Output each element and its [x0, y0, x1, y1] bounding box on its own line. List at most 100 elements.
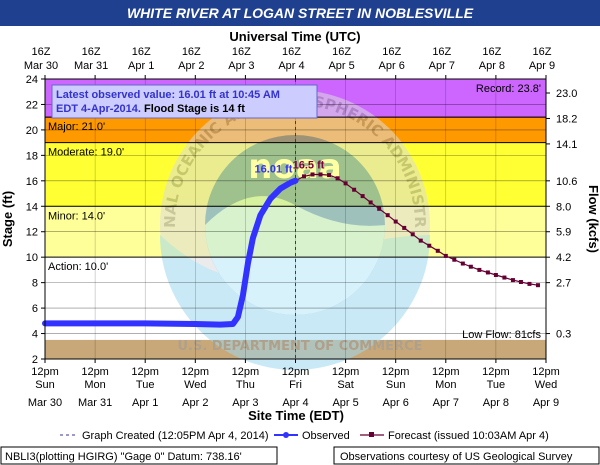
forecast-point [427, 243, 432, 248]
forecast-point [443, 253, 448, 258]
site-tick-time: 12pm [232, 366, 260, 378]
stage-axis-title: Stage (ft) [0, 191, 15, 247]
stage-tick-label: 24 [26, 74, 38, 86]
forecast-point [352, 187, 357, 192]
stage-tick-label: 18 [26, 150, 38, 162]
flow-tick-label: 14.1 [556, 139, 577, 151]
utc-tick-time: 16Z [282, 46, 301, 58]
stage-label: Action: 10.0' [48, 261, 108, 273]
forecast-point [477, 267, 482, 272]
site-tick-time: 12pm [282, 366, 310, 378]
utc-tick-time: 16Z [132, 46, 151, 58]
legend-created: Graph Created (12:05PM Apr 4, 2014) [82, 430, 269, 442]
utc-tick-time: 16Z [82, 46, 101, 58]
stage-tick-label: 14 [26, 201, 38, 213]
utc-tick-time: 16Z [482, 46, 501, 58]
utc-tick-date: Apr 1 [128, 60, 154, 72]
site-tick-date: Apr 4 [282, 397, 308, 409]
site-tick-date: Apr 2 [182, 397, 208, 409]
site-tick-date: Apr 8 [483, 397, 509, 409]
top-axis-title: Universal Time (UTC) [229, 29, 360, 44]
site-tick-time: 12pm [432, 366, 460, 378]
site-tick-time: 12pm [482, 366, 510, 378]
flow-axis-title: Flow (kcfs) [586, 185, 600, 253]
forecast-point [468, 264, 473, 269]
utc-tick-time: 16Z [232, 46, 251, 58]
site-tick-date: Mar 31 [78, 397, 112, 409]
site-time-axis-title: Site Time (EDT) [248, 408, 344, 423]
stage-tick-label: 8 [32, 278, 38, 290]
flow-tick-label: 5.9 [556, 227, 571, 239]
utc-tick-time: 16Z [432, 46, 451, 58]
site-tick-time: 12pm [532, 366, 560, 378]
forecast-point [360, 194, 365, 199]
utc-tick-time: 16Z [32, 46, 51, 58]
forecast-points [293, 172, 540, 288]
utc-tick-date: Apr 4 [278, 60, 304, 72]
footer-courtesy: Observations courtesy of US Geological S… [340, 451, 573, 463]
footer-left-box [0, 446, 278, 465]
flow-tick-label: 23.0 [556, 88, 577, 100]
utc-tick-time: 16Z [533, 46, 552, 58]
latest-observation-line1: Latest observed value: 16.01 ft at 10:45… [56, 89, 280, 101]
flow-tick-label: 8.0 [556, 201, 571, 213]
record-stage-label: Record: 23.8' [476, 83, 541, 95]
footer-right-box [333, 446, 600, 465]
footer-datum: NBLI3(plotting HGIRG) "Gage 0" Datum: 73… [5, 451, 242, 463]
forecast-point [310, 172, 315, 177]
forecast-point [460, 261, 465, 266]
observed-series [42, 177, 299, 328]
forecast-point [368, 200, 373, 205]
forecast-point [335, 176, 340, 181]
forecast-point [510, 278, 515, 283]
site-tick-weekday: Tue [487, 379, 506, 391]
forecast-point [402, 225, 407, 230]
site-tick-time: 12pm [182, 366, 210, 378]
legend-forecast: Forecast (issued 10:03AM Apr 4) [388, 430, 549, 442]
site-tick-weekday: Sat [337, 379, 354, 391]
flood-stage-labels: Major: 21.0' Moderate: 19.0' Minor: 14.0' A… [48, 121, 124, 273]
forecast-point [318, 172, 323, 177]
stage-tick-label: 6 [32, 303, 38, 315]
flow-tick-label: 4.2 [556, 252, 571, 264]
observed-peak-label: 16.01 ft [255, 164, 293, 176]
forecast-point [302, 174, 307, 179]
site-tick-weekday: Wed [184, 379, 206, 391]
flow-axis-ticks: 23.0 18.2 14.1 10.6 8.0 5.9 4.2 2.7 0.3 [546, 88, 577, 341]
forecast-point [377, 206, 382, 211]
flow-tick-label: 10.6 [556, 176, 577, 188]
forecast-point [452, 257, 457, 262]
flow-tick-label: 2.7 [556, 278, 571, 290]
stage-tick-label: 10 [26, 252, 38, 264]
stage-tick-label: 16 [26, 176, 38, 188]
forecast-point [485, 270, 490, 275]
site-tick-date: Apr 9 [533, 397, 559, 409]
utc-tick-date: Apr 5 [328, 60, 354, 72]
forecast-point [435, 248, 440, 253]
latest-observation-line2: EDT 4-Apr-2014. Flood Stage is 14 ft [56, 103, 245, 115]
utc-tick-date: Apr 9 [529, 60, 555, 72]
utc-tick-time: 16Z [332, 46, 351, 58]
low-flow-label: Low Flow: 81cfs [462, 329, 541, 341]
site-tick-weekday: Mon [84, 379, 105, 391]
site-tick-date: Apr 5 [332, 397, 358, 409]
site-tick-date: Apr 6 [383, 397, 409, 409]
site-tick-date: Apr 7 [433, 397, 459, 409]
chart-title: WHITE RIVER AT LOGAN STREET IN NOBLESVIL… [127, 5, 474, 21]
stage-tick-label: 12 [26, 227, 38, 239]
site-tick-date: Apr 3 [232, 397, 258, 409]
site-tick-time: 12pm [31, 366, 59, 378]
forecast-point [327, 173, 332, 178]
flow-tick-label: 18.2 [556, 113, 577, 125]
utc-tick-date: Apr 2 [178, 60, 204, 72]
legend: Graph Created (12:05PM Apr 4, 2014) Obse… [60, 430, 549, 442]
forecast-point [518, 280, 523, 284]
stage-tick-label: 22 [26, 99, 38, 111]
site-tick-weekday: Thu [236, 379, 255, 391]
utc-tick-date: Apr 3 [228, 60, 254, 72]
site-tick-time: 12pm [81, 366, 109, 378]
forecast-point [410, 232, 415, 237]
